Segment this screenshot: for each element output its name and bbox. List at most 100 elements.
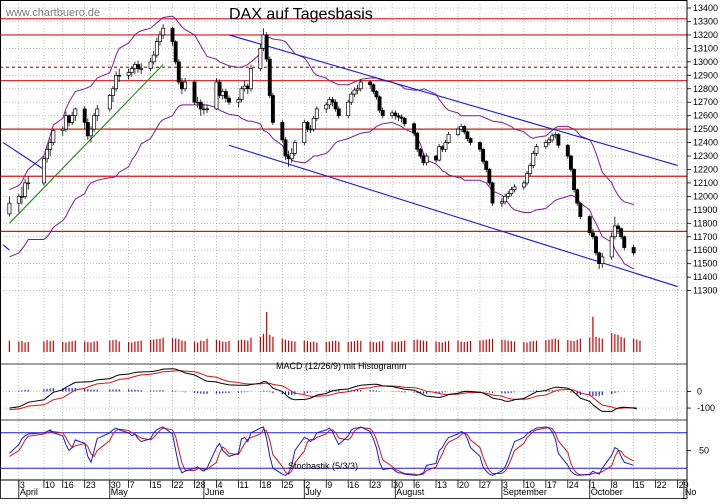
price-tick-label: 12100 [693,178,718,188]
day-label: 8 [613,480,618,490]
candle-up [355,88,360,91]
candle-up [201,108,206,111]
candle-up [214,81,219,110]
stochastic-panel [0,426,687,476]
candle-up [292,142,297,154]
candle-up [528,165,533,174]
candle-down [396,115,401,118]
macd-label: MACD (12/26/9) mit Histogramm [276,361,407,371]
candle-down [478,142,482,150]
candle-up [239,88,244,100]
price-tick-label: 13100 [693,43,718,53]
candle-up [358,81,363,90]
candle-up [7,202,12,215]
month-label: April [20,487,38,497]
horizontal-levels [0,18,687,232]
candle-down [575,189,580,204]
candle-up [499,201,504,204]
candle-up [89,128,93,137]
candle-down [597,252,602,265]
candle-up [446,134,451,143]
candle-up [151,54,156,63]
candle-up [107,95,112,110]
candle-down [481,148,486,162]
candle-up [148,61,153,69]
candle-up [48,142,53,150]
day-label: 22 [174,480,184,490]
candle-down [556,134,561,146]
candle-up [220,91,225,96]
candle-up [346,101,351,117]
day-label: 13 [437,480,447,490]
macd-signal-line [9,370,637,411]
candle-down [283,139,288,157]
candle-down [631,247,636,254]
candle-up [154,41,159,56]
candle-up [352,89,357,95]
candle-up [117,74,122,77]
trend-lines [2,34,678,288]
candle-down [330,99,335,103]
price-tick-label: 11900 [693,205,717,215]
candle-up [261,34,266,49]
candle-up [390,112,395,117]
candle-down [198,101,203,110]
price-tick-label: 11400 [693,272,717,282]
candle-down [280,122,285,141]
volume-bars [8,312,641,352]
candle-up [70,115,75,123]
candle-down [616,225,620,230]
day-label: 3 [503,480,508,490]
candle-down [85,122,90,137]
panel-frames [0,0,688,499]
day-label: 20 [459,480,469,490]
candle-up [302,122,307,143]
candle-up [95,108,100,117]
stochastic-tick-label: 50 [699,446,709,456]
candle-up [132,64,137,69]
candle-up [437,146,442,161]
candle-down [264,34,269,60]
candle-down [484,161,489,170]
candle-down [578,202,583,217]
candle-down [136,64,140,69]
day-label: 9 [327,480,332,490]
watermark: www.chartbuero.de [5,7,100,19]
candle-down [227,97,231,103]
day-label: 17 [547,480,557,490]
day-label: 6 [415,480,420,490]
candle-down [587,216,592,234]
candle-up [424,155,429,164]
candle-up [543,142,548,147]
macd-tick-label: 0 [697,387,702,397]
candle-down [67,115,71,123]
day-label: 10 [525,480,535,490]
candle-up [311,118,316,130]
day-label: 10 [45,480,55,490]
candle-up [205,108,209,111]
candle-up [506,193,511,197]
candle-down [434,155,438,161]
candle-down [565,144,570,157]
month-label: June [205,487,225,497]
candle-up [242,85,247,90]
candle-down [415,132,420,150]
candle-up [161,27,166,36]
candle-up [600,256,605,265]
candle-down [380,109,385,117]
price-tick-label: 12300 [693,151,718,161]
price-tick-label: 12800 [693,84,718,94]
price-tick-label: 12500 [693,124,718,134]
day-label: 23 [86,480,96,490]
month-label: May [111,487,129,497]
price-axis: 11300 11400 11500 11600 11700 11800 11900 12000… [687,3,718,456]
trend-line-upper_channel_left [2,142,45,170]
price-tick-label: 12700 [693,97,718,107]
candle-down [176,61,181,83]
candle-up [236,99,241,103]
stochastic-label: Stochastik (5/3/3) [288,461,358,471]
candle-up [550,135,555,141]
price-tick-label: 11600 [693,245,717,255]
month-label: July [305,487,322,497]
